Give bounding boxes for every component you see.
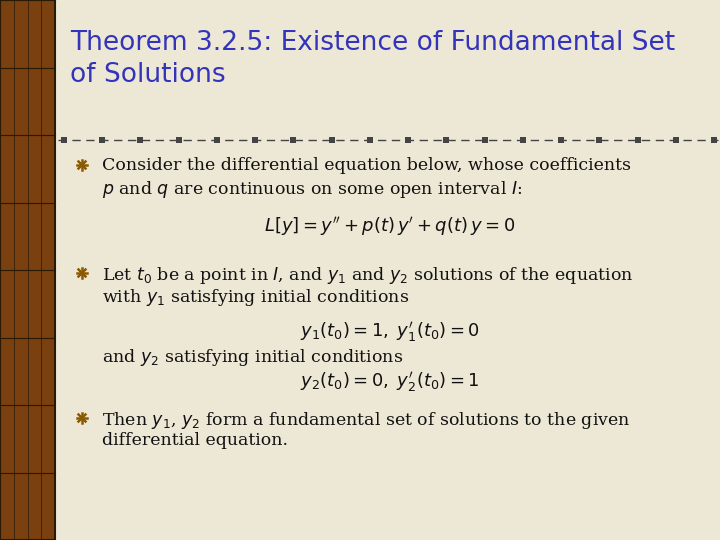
- Bar: [290, 137, 297, 143]
- Bar: [252, 137, 258, 143]
- Bar: [176, 137, 181, 143]
- Text: with $y_1$ satisfying initial conditions: with $y_1$ satisfying initial conditions: [102, 287, 409, 308]
- Text: Theorem 3.2.5: Existence of Fundamental Set: Theorem 3.2.5: Existence of Fundamental …: [70, 30, 675, 56]
- Text: Consider the differential equation below, whose coefficients: Consider the differential equation below…: [102, 157, 631, 174]
- Bar: [214, 137, 220, 143]
- Text: and $y_2$ satisfying initial conditions: and $y_2$ satisfying initial conditions: [102, 347, 403, 368]
- Bar: [367, 137, 373, 143]
- Text: $p$ and $q$ are continuous on some open interval $I$:: $p$ and $q$ are continuous on some open …: [102, 179, 522, 200]
- Bar: [405, 137, 411, 143]
- Bar: [0, 0, 55, 540]
- Text: $y_1(t_0) = 1, \; y_1'(t_0) = 0$: $y_1(t_0) = 1, \; y_1'(t_0) = 0$: [300, 320, 480, 344]
- Bar: [99, 137, 105, 143]
- Bar: [634, 137, 641, 143]
- Bar: [711, 137, 717, 143]
- Bar: [444, 137, 449, 143]
- Bar: [61, 137, 67, 143]
- Bar: [482, 137, 487, 143]
- Bar: [558, 137, 564, 143]
- Bar: [596, 137, 603, 143]
- Text: $y_2(t_0) = 0, \; y_2'(t_0) = 1$: $y_2(t_0) = 0, \; y_2'(t_0) = 1$: [300, 370, 480, 394]
- Bar: [138, 137, 143, 143]
- Bar: [328, 137, 335, 143]
- Text: Let $t_0$ be a point in $I$, and $y_1$ and $y_2$ solutions of the equation: Let $t_0$ be a point in $I$, and $y_1$ a…: [102, 265, 634, 286]
- Text: of Solutions: of Solutions: [70, 62, 225, 88]
- Bar: [520, 137, 526, 143]
- Bar: [672, 137, 679, 143]
- Text: $L[y] = y'' + p(t)\,y' + q(t)\,y = 0$: $L[y] = y'' + p(t)\,y' + q(t)\,y = 0$: [264, 215, 516, 238]
- Text: Then $y_1$, $y_2$ form a fundamental set of solutions to the given: Then $y_1$, $y_2$ form a fundamental set…: [102, 410, 631, 431]
- Text: differential equation.: differential equation.: [102, 432, 288, 449]
